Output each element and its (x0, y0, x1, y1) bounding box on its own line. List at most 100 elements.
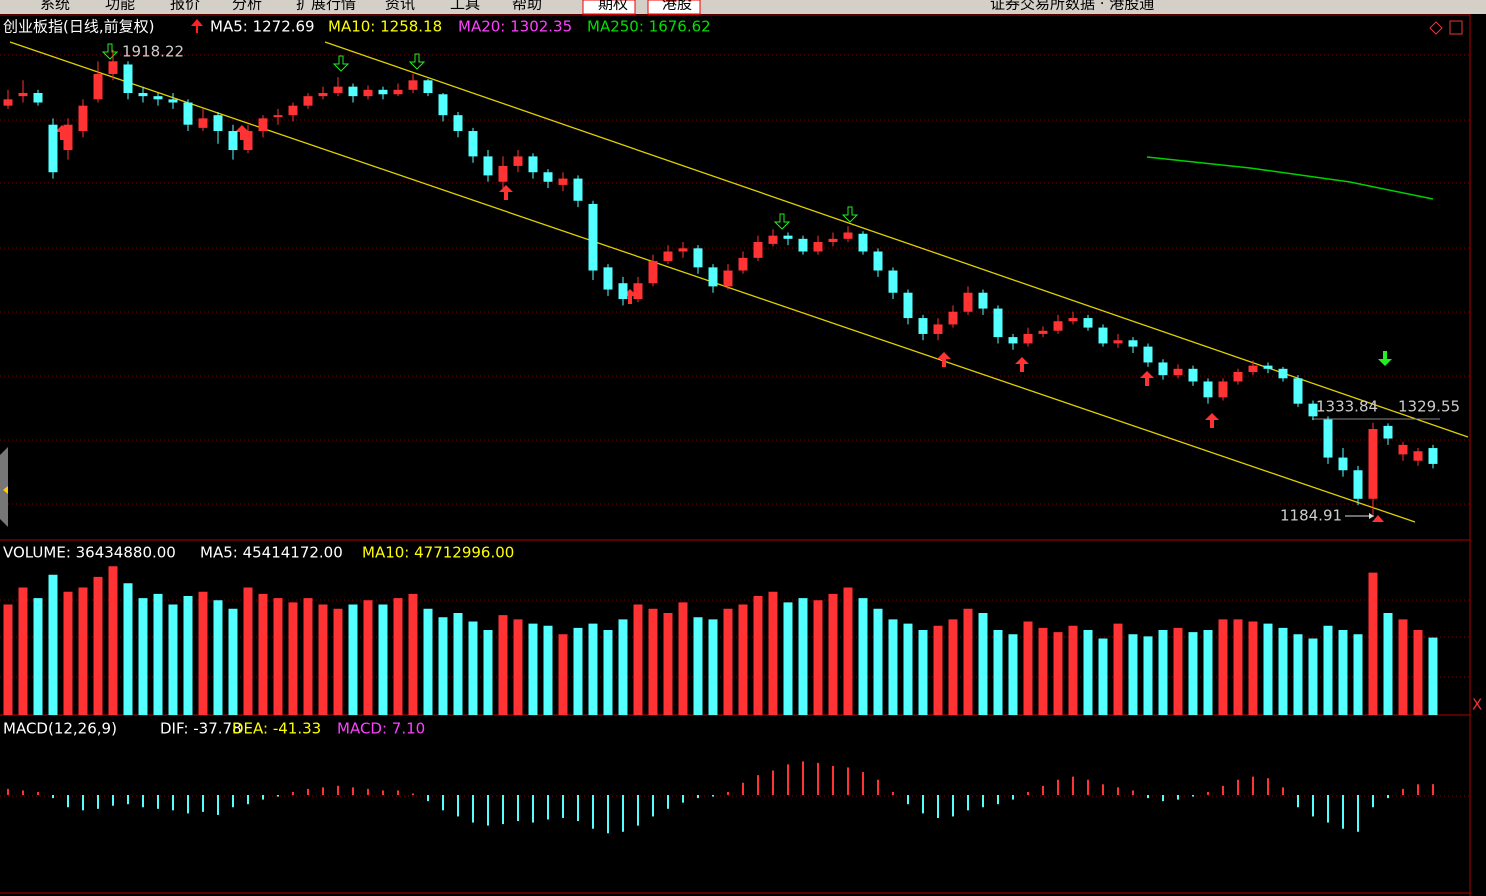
candle-body (618, 283, 628, 300)
volume-bar (1263, 623, 1273, 715)
status-text: 证券交易所数据 · 港股通 (990, 0, 1154, 13)
volume-bar (18, 587, 28, 715)
candle-body (633, 283, 643, 300)
volume-bar (528, 623, 538, 715)
candle-body (903, 292, 913, 319)
volume-bar (138, 598, 148, 715)
candle-body (1023, 333, 1033, 344)
candle-body (168, 99, 178, 103)
volume-bar (1053, 632, 1063, 715)
svg-text:X: X (1472, 696, 1482, 714)
candle-body (528, 156, 538, 173)
volume-bar (888, 619, 898, 715)
volume-bar (168, 604, 178, 715)
volume-bar (498, 615, 508, 715)
candle-body (303, 96, 313, 106)
menu-item[interactable]: 分析 (232, 0, 262, 13)
candle-body (843, 232, 853, 239)
volume-bar (978, 613, 988, 715)
volume-bar (123, 583, 133, 715)
window-buttons[interactable]: X (0, 20, 1482, 714)
price-annotation: 1333.84 (1316, 398, 1378, 416)
volume-bar (558, 634, 568, 715)
volume-bar (783, 602, 793, 715)
volume-bar (1308, 638, 1318, 715)
candle-body (1158, 362, 1168, 376)
legend-entry: DIF: -37.78 (160, 720, 242, 738)
menu-item[interactable]: 期权 (598, 0, 628, 13)
volume-bar (468, 621, 478, 715)
candle-body (63, 124, 73, 151)
candle-body (873, 251, 883, 271)
candle-body (768, 235, 778, 244)
candle-body (723, 270, 733, 287)
volume-bar (708, 619, 718, 715)
candle-body (1173, 368, 1183, 376)
menu-item[interactable]: 报价 (170, 0, 200, 13)
menu-item[interactable]: 工具 (450, 0, 480, 13)
menu-item[interactable]: 系统 (40, 0, 70, 13)
volume-bar (1203, 630, 1213, 715)
volume-bar (1233, 619, 1243, 715)
volume-bar (1173, 627, 1183, 715)
menu-tab[interactable] (647, 0, 701, 15)
candle-body (453, 115, 463, 132)
candle-body (348, 86, 358, 97)
volume-bar (483, 630, 493, 715)
volume-bar (573, 627, 583, 715)
candle-body (1263, 365, 1273, 369)
volume-bar (243, 587, 253, 715)
candle-body (1083, 318, 1093, 328)
menu-item[interactable]: 港股 (662, 0, 692, 13)
volume-bar (918, 630, 928, 715)
candle-body (1428, 448, 1438, 464)
volume-bar (1368, 572, 1378, 715)
candle-body (663, 251, 673, 262)
candle-body (288, 105, 298, 116)
candle-body (1098, 327, 1108, 344)
volume-bar (1188, 632, 1198, 715)
candle-body (123, 64, 133, 93)
candle-body (228, 131, 238, 151)
candle-body (243, 131, 253, 151)
candle-body (408, 80, 418, 90)
volume-bar (1113, 623, 1123, 715)
volume-bar (318, 604, 328, 715)
volume-bar (813, 600, 823, 715)
menu-item[interactable]: 扩展行情 (296, 0, 356, 13)
volume-bar (348, 604, 358, 715)
legend-entry: MA20: 1302.35 (458, 18, 572, 36)
candle-body (138, 92, 148, 97)
volume-bar (1323, 625, 1333, 715)
candle-body (318, 92, 328, 97)
legend-entry: MA10: 1258.18 (328, 18, 442, 36)
volume-bar (798, 598, 808, 715)
candle-body (513, 156, 523, 166)
candle-body (1113, 340, 1123, 344)
candle-body (693, 248, 703, 268)
volume-bar (198, 591, 208, 715)
volume-bar (1428, 637, 1438, 715)
volume-bar (273, 598, 283, 715)
candle-body (1188, 368, 1198, 382)
volume-bar (1413, 630, 1423, 715)
volume-bar (873, 608, 883, 715)
volume-bar (1038, 627, 1048, 715)
menu-bar (0, 0, 1486, 14)
volume-bar (408, 593, 418, 715)
menu-item[interactable]: 功能 (105, 0, 135, 13)
volume-bar (1338, 630, 1348, 715)
price-annotation: 1918.22 (122, 43, 184, 61)
candle-body (588, 203, 598, 271)
menu-item[interactable]: 帮助 (512, 0, 542, 13)
candle-body (1248, 365, 1258, 372)
candle-body (1143, 346, 1153, 363)
volume-bar (1398, 619, 1408, 715)
panel-title: 创业板指(日线,前复权) (3, 18, 154, 36)
menu-item[interactable]: 资讯 (385, 0, 415, 13)
candle-body (273, 115, 283, 118)
candle-body (1218, 381, 1228, 398)
candle-body (558, 178, 568, 185)
menu-tab[interactable] (582, 0, 636, 15)
